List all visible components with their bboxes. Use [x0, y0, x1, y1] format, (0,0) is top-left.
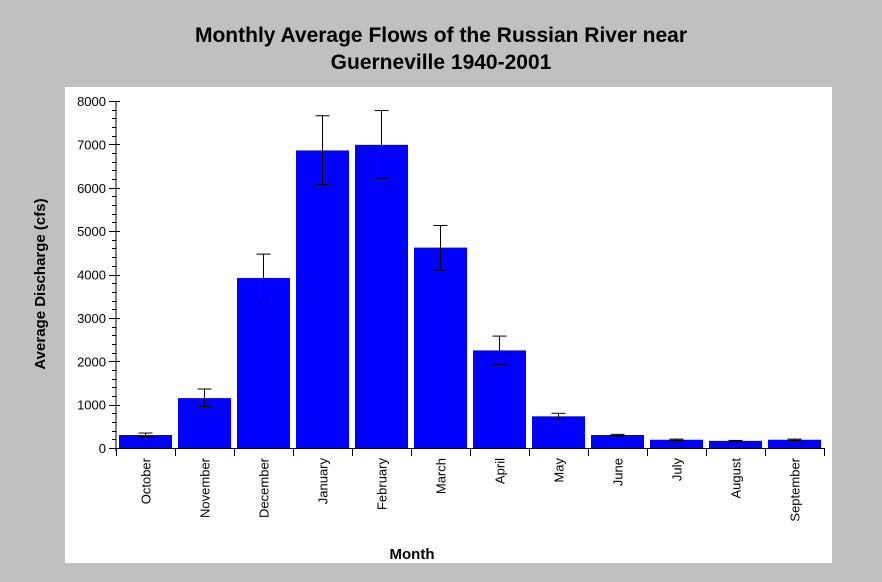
x-tick-label: December: [257, 457, 272, 518]
x-tick-label: August: [729, 458, 744, 499]
bar-december: [237, 277, 290, 448]
x-tick-label: February: [375, 458, 390, 511]
x-tick-label: September: [788, 457, 803, 521]
y-tick-label: 4000: [77, 268, 106, 283]
x-tick-label: July: [670, 458, 685, 482]
x-tick-label: March: [434, 458, 449, 494]
bars-group: [119, 144, 821, 448]
x-tick-label: October: [139, 457, 154, 504]
chart-title-line-2: Guerneville 1940-2001: [330, 51, 552, 74]
x-tick-label: May: [552, 458, 567, 483]
y-tick-label: 0: [99, 441, 106, 456]
x-tick-label: November: [198, 457, 213, 518]
bar-january: [296, 150, 349, 448]
y-tick-label: 6000: [77, 181, 106, 196]
chart-title: Monthly Average Flows of the Russian Riv…: [0, 22, 882, 76]
x-axis-title: Month: [390, 546, 435, 563]
y-tick-label: 8000: [77, 94, 106, 109]
bar-july: [650, 439, 703, 448]
bar-june: [591, 434, 644, 448]
bar-april: [473, 350, 526, 448]
x-axis: October November December January February Ma…: [116, 448, 825, 522]
y-tick-label: 1000: [77, 398, 106, 413]
x-tick-label: June: [611, 458, 626, 486]
x-tick-label: January: [316, 458, 331, 505]
error-bars-group: [138, 110, 802, 442]
chart-title-line-1: Monthly Average Flows of the Russian Riv…: [194, 24, 688, 47]
y-axis: 0 1000 2000 3000 4000 5000 6000 7000 8000: [77, 94, 120, 456]
bar-march: [414, 247, 467, 448]
y-tick-label: 3000: [77, 311, 106, 326]
y-tick-label: 7000: [77, 137, 106, 152]
y-tick-label: 2000: [77, 354, 106, 369]
bar-february: [355, 144, 408, 448]
bar-may: [532, 416, 585, 448]
x-tick-label: April: [493, 458, 508, 484]
y-tick-label: 5000: [77, 224, 106, 239]
bar-september: [768, 439, 821, 448]
bar-october: [119, 434, 172, 448]
y-axis-title: Average Discharge (cfs): [32, 198, 49, 369]
bar-august: [709, 440, 762, 448]
